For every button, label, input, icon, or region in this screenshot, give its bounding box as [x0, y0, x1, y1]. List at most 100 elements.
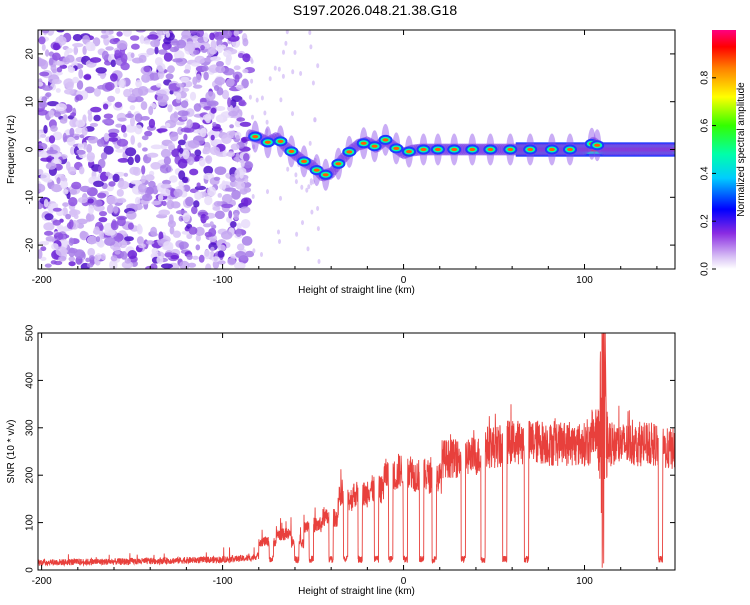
colorbar-tick-label: 0.4 [700, 166, 711, 180]
noise-blob [252, 144, 256, 150]
colorbar-tick-label: 0.8 [700, 70, 711, 84]
signal-pulse-peak [393, 146, 400, 150]
noise-blob [62, 207, 68, 217]
noise-blob [157, 69, 165, 80]
noise-blob [199, 127, 207, 138]
noise-blob [43, 199, 49, 208]
noise-blob [117, 180, 130, 190]
noise-blob [165, 122, 171, 128]
noise-blob [141, 165, 146, 175]
noise-blob [103, 132, 110, 142]
noise-blob [260, 252, 263, 257]
noise-blob [70, 112, 76, 117]
noise-blob [87, 113, 93, 122]
noise-blob [99, 211, 107, 217]
noise-blob [66, 136, 76, 146]
noise-blob [65, 81, 74, 91]
noise-blob [79, 230, 87, 239]
noise-blob [179, 260, 190, 269]
noise-blob [265, 119, 269, 125]
noise-blob [70, 146, 75, 155]
noise-blob [210, 40, 217, 50]
noise-blob [295, 231, 299, 237]
signal-pulse-peak [382, 138, 389, 142]
noise-blob [43, 124, 48, 134]
noise-blob [273, 65, 277, 71]
noise-blob [38, 109, 48, 116]
noise-blob [38, 81, 44, 87]
noise-blob [194, 149, 202, 157]
noise-blob [56, 67, 63, 73]
noise-blob [241, 236, 253, 246]
noise-blob [175, 121, 185, 126]
noise-blob [286, 166, 290, 172]
noise-blob [186, 119, 193, 129]
noise-blob [38, 169, 44, 175]
noise-blob [177, 110, 189, 117]
noise-blob [285, 30, 289, 35]
noise-blob [78, 69, 84, 79]
noise-blob [214, 210, 225, 220]
noise-blob [203, 165, 214, 175]
noise-blob [98, 217, 108, 223]
noise-blob [49, 57, 54, 66]
noise-blob [110, 59, 117, 68]
noise-blob [89, 122, 99, 127]
signal-pulse-peak [567, 147, 573, 152]
noise-blob [62, 202, 69, 208]
noise-blob [150, 144, 163, 150]
noise-blob [87, 247, 95, 257]
noise-blob [101, 50, 109, 60]
noise-blob [228, 110, 238, 117]
noise-blob [69, 219, 74, 229]
noise-blob [82, 142, 88, 150]
noise-blob [157, 194, 164, 202]
noise-blob [217, 250, 225, 258]
noise-blob [52, 219, 62, 226]
noise-blob [310, 209, 314, 215]
noise-blob [52, 52, 61, 61]
noise-blob [212, 206, 221, 211]
noise-blob [301, 220, 304, 226]
noise-blob [62, 189, 69, 195]
noise-blob [227, 97, 232, 108]
noise-blob [45, 49, 50, 57]
signal-pulse-peak [301, 159, 307, 163]
noise-blob [38, 183, 46, 193]
noise-blob [192, 255, 199, 260]
noise-blob [194, 55, 206, 64]
noise-blob [203, 106, 212, 111]
noise-blob [233, 65, 241, 70]
noise-blob [182, 87, 190, 92]
noise-blob [120, 53, 128, 64]
noise-blob [196, 30, 204, 38]
noise-blob [45, 162, 57, 170]
y-axis-label: SNR (10 * v/v) [6, 420, 17, 484]
noise-blob [234, 169, 240, 179]
noise-blob [150, 162, 161, 170]
noise-blob [85, 257, 91, 263]
noise-blob [120, 251, 128, 260]
signal-pulse-peak [451, 147, 458, 152]
noise-blob [60, 175, 66, 182]
y-tick-label: 0 [25, 567, 36, 573]
noise-blob [299, 71, 303, 76]
noise-blob [160, 148, 172, 158]
noise-blob [154, 46, 159, 55]
noise-blob [110, 255, 118, 262]
noise-blob [129, 93, 136, 101]
noise-blob [189, 168, 199, 176]
noise-blob [81, 126, 88, 136]
noise-blob [107, 95, 116, 103]
noise-blob [156, 255, 164, 265]
noise-blob [217, 260, 226, 265]
noise-blob [239, 121, 252, 127]
noise-blob [205, 155, 213, 164]
noise-blob [277, 229, 280, 235]
noise-blob [117, 216, 126, 227]
y-tick-label: 20 [25, 48, 36, 60]
noise-blob [235, 228, 242, 237]
noise-blob [169, 226, 175, 235]
noise-blob [277, 66, 281, 72]
x-tick-label: 100 [576, 576, 593, 587]
